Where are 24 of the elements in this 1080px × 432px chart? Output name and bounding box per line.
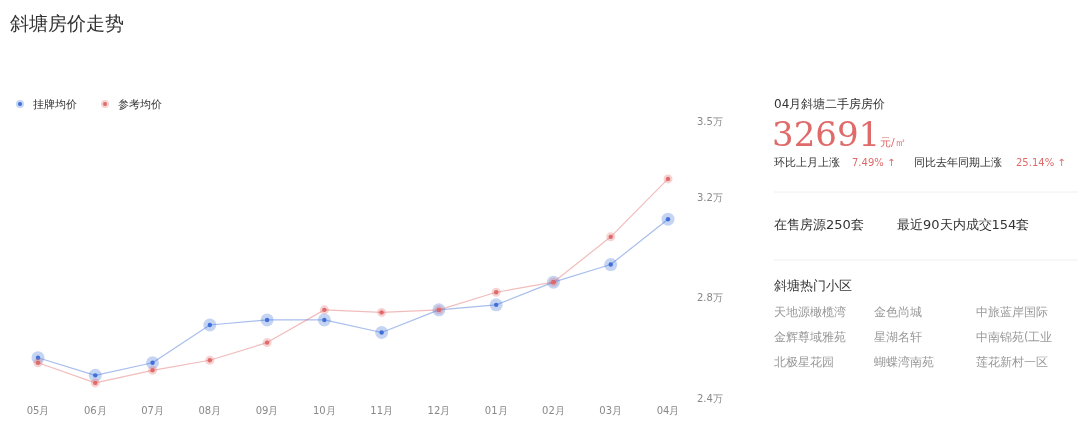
x-tick-label: 02月	[542, 405, 565, 416]
x-tick-label: 01月	[484, 405, 508, 416]
point	[317, 313, 331, 327]
x-tick-label: 04月	[656, 405, 680, 416]
x-tick-label: 11月	[370, 405, 393, 416]
point	[604, 258, 618, 272]
x-tick-label: 12月	[427, 405, 451, 416]
info-card: 04月斜塘二手房房价 32691元/㎡ 环比上月上涨 7.49% ↑ 同比去年同期上涨 25.14% ↑ 在售房源250套 最近90天内成交154套 斜塘热门小区 天地源橄榄湾 金色尚城 中旅蓝岸国际 金辉尊域雅苑 星湖名轩 中南锦苑(工业 北极星花园 蝴蝶湾南苑 莲花新村一区	[772, 97, 1079, 369]
point	[375, 326, 389, 340]
chart-title: 斜塘房价走势	[10, 12, 124, 34]
x-tick-label: 09月	[255, 405, 279, 416]
x-tick-label: 08月	[198, 405, 222, 416]
x-tick-label: 03月	[599, 405, 623, 416]
y-tick-label: 3.5万	[697, 116, 723, 127]
x-tick-label: 06月	[83, 405, 107, 416]
legend-label: 挂牌均价	[33, 98, 77, 111]
y-tick-label: 2.4万	[697, 393, 723, 404]
y-tick-label: 2.8万	[697, 292, 723, 304]
x-tick-label: 07月	[141, 405, 164, 416]
legend-label: 参考均价	[118, 98, 162, 111]
y-tick-label: 3.2万	[697, 191, 723, 203]
x-tick-label: 05月	[26, 405, 50, 416]
x-tick-label: 10月	[313, 405, 336, 416]
point	[489, 298, 503, 312]
